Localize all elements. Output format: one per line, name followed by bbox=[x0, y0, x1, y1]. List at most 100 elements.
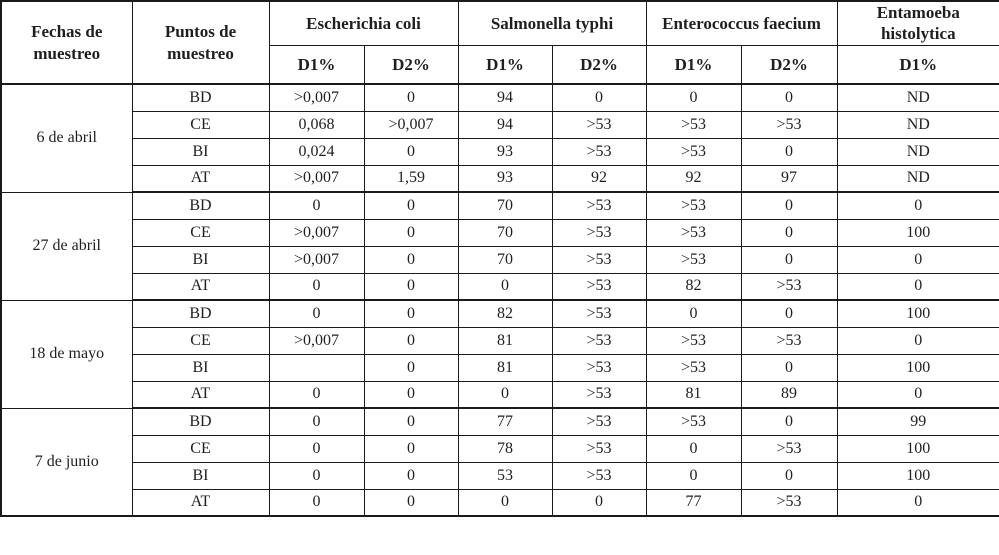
value-cell: 0 bbox=[363, 353, 459, 382]
value-cell: 0 bbox=[645, 461, 742, 490]
value-cell: 0 bbox=[740, 191, 838, 220]
value-cell: 0 bbox=[740, 137, 838, 166]
value-cell: ND bbox=[836, 137, 999, 166]
sampling-point-cell: BD bbox=[131, 407, 270, 436]
value-cell: 0 bbox=[740, 218, 838, 247]
sampling-point-cell: CE bbox=[131, 110, 270, 139]
date-cell: 18 de mayo bbox=[0, 299, 133, 409]
value-cell: 0 bbox=[740, 407, 838, 436]
value-cell: 97 bbox=[740, 164, 838, 193]
value-cell: 0 bbox=[363, 299, 459, 328]
value-cell: 0,024 bbox=[268, 137, 365, 166]
value-cell: 0 bbox=[740, 299, 838, 328]
value-cell: 70 bbox=[457, 191, 553, 220]
value-cell: 70 bbox=[457, 218, 553, 247]
value-cell: 0 bbox=[740, 353, 838, 382]
value-cell: 81 bbox=[457, 326, 553, 355]
value-cell: 0 bbox=[268, 299, 365, 328]
value-cell: 0 bbox=[457, 272, 553, 301]
subcol-efaecium-d2: D2% bbox=[740, 44, 838, 85]
value-cell: >0,007 bbox=[268, 164, 365, 193]
value-cell: 0 bbox=[363, 83, 459, 112]
value-cell: 0 bbox=[363, 191, 459, 220]
value-cell: 0 bbox=[645, 299, 742, 328]
subcol-ecoli-d2: D2% bbox=[363, 44, 459, 85]
table-row: AT 0 0 0 >53 82 >53 0 bbox=[1, 272, 999, 301]
value-cell: 0 bbox=[457, 380, 553, 409]
subcol-ecoli-d1: D1% bbox=[268, 44, 365, 85]
value-cell: 100 bbox=[836, 218, 999, 247]
value-cell: >53 bbox=[645, 191, 742, 220]
value-cell: >53 bbox=[551, 191, 647, 220]
subcol-efaecium-d1: D1% bbox=[645, 44, 742, 85]
value-cell: ND bbox=[836, 83, 999, 112]
value-cell: 0 bbox=[836, 191, 999, 220]
sampling-point-cell: AT bbox=[131, 164, 270, 193]
table-row: 6 de abril BD >0,007 0 94 0 0 0 ND bbox=[0, 83, 999, 193]
value-cell: 100 bbox=[836, 461, 999, 490]
header-sub-row: D1% D2% D1% D2% D1% D2% D1% bbox=[1, 44, 999, 85]
value-cell: >53 bbox=[740, 272, 838, 301]
value-cell: 53 bbox=[457, 461, 553, 490]
value-cell: >0,007 bbox=[268, 218, 365, 247]
value-cell: 0 bbox=[268, 380, 365, 409]
value-cell: 77 bbox=[457, 407, 553, 436]
date-cell: 6 de abril bbox=[0, 83, 133, 193]
value-cell: 0 bbox=[363, 380, 459, 409]
value-cell bbox=[268, 353, 365, 382]
value-cell: >0,007 bbox=[363, 110, 459, 139]
value-cell: >53 bbox=[645, 326, 742, 355]
value-cell: 0 bbox=[268, 272, 365, 301]
value-cell: >53 bbox=[551, 326, 647, 355]
table-body: 6 de abril BD >0,007 0 94 0 0 0 ND CE 0,068 >0,007 9… bbox=[0, 83, 999, 517]
value-cell: ND bbox=[836, 164, 999, 193]
sampling-point-cell: BI bbox=[131, 461, 270, 490]
value-cell: 0 bbox=[363, 245, 459, 274]
value-cell: 0 bbox=[363, 488, 459, 517]
value-cell: >53 bbox=[551, 434, 647, 463]
col-header-salmonella-typhi: Salmonella typhi bbox=[457, 0, 647, 46]
value-cell: >53 bbox=[551, 218, 647, 247]
value-cell: 0 bbox=[836, 488, 999, 517]
col-header-enterococcus-faecium: Enterococcus faecium bbox=[645, 0, 838, 46]
subcol-styphi-d2: D2% bbox=[551, 44, 647, 85]
value-cell: >53 bbox=[551, 299, 647, 328]
sampling-point-cell: AT bbox=[131, 488, 270, 517]
header-group-row: Fechas de muestreo Puntos de muestreo Es… bbox=[0, 0, 999, 85]
value-cell: >53 bbox=[551, 110, 647, 139]
value-cell: >53 bbox=[551, 137, 647, 166]
value-cell: 0 bbox=[645, 434, 742, 463]
subcol-ehistolytica-d1: D1% bbox=[836, 44, 999, 85]
sampling-point-cell: BD bbox=[131, 191, 270, 220]
table-row: AT 0 0 0 0 77 >53 0 bbox=[1, 488, 999, 517]
value-cell: 0 bbox=[363, 272, 459, 301]
table-row: BI 0 81 >53 >53 0 100 bbox=[1, 353, 999, 382]
value-cell: 0 bbox=[268, 407, 365, 436]
value-cell: >53 bbox=[645, 353, 742, 382]
sampling-point-cell: CE bbox=[131, 434, 270, 463]
table-row: CE >0,007 0 70 >53 >53 0 100 bbox=[1, 218, 999, 247]
sampling-point-cell: BI bbox=[131, 245, 270, 274]
value-cell: ND bbox=[836, 110, 999, 139]
value-cell: 82 bbox=[645, 272, 742, 301]
value-cell: 0 bbox=[363, 461, 459, 490]
sampling-point-cell: AT bbox=[131, 272, 270, 301]
sampling-point-cell: BD bbox=[131, 83, 270, 112]
value-cell: 0 bbox=[836, 245, 999, 274]
value-cell: 81 bbox=[645, 380, 742, 409]
value-cell: 0 bbox=[740, 245, 838, 274]
value-cell: 0 bbox=[363, 218, 459, 247]
table-row: 27 de abril BD 0 0 70 >53 >53 0 0 bbox=[0, 191, 999, 301]
value-cell: 100 bbox=[836, 353, 999, 382]
sampling-point-cell: BI bbox=[131, 137, 270, 166]
value-cell: >53 bbox=[740, 434, 838, 463]
value-cell: 1,59 bbox=[363, 164, 459, 193]
col-header-puntos-de-muestreo: Puntos de muestreo bbox=[131, 0, 270, 85]
sampling-point-cell: AT bbox=[131, 380, 270, 409]
value-cell: >0,007 bbox=[268, 326, 365, 355]
value-cell: >53 bbox=[551, 272, 647, 301]
value-cell: >53 bbox=[551, 461, 647, 490]
col-header-fechas-de-muestreo: Fechas de muestreo bbox=[0, 0, 133, 85]
value-cell: >53 bbox=[645, 407, 742, 436]
